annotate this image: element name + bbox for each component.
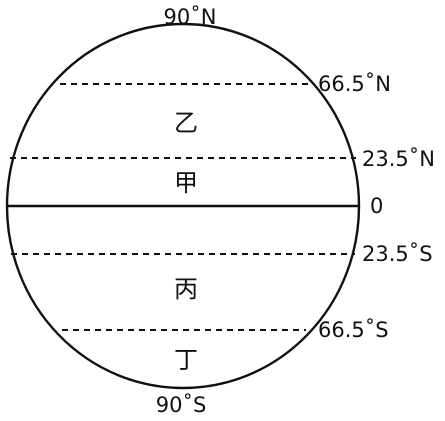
zone-label-yi: 乙 — [174, 109, 198, 137]
north-pole-label: 90˚N — [164, 5, 217, 29]
latitude-label-23-5-s: 23.5˚S — [362, 242, 433, 266]
zone-label-bing: 丙 — [174, 275, 198, 303]
latitude-label-66-5-n: 66.5˚N — [318, 72, 391, 96]
latitude-label-23-5-n: 23.5˚N — [362, 147, 435, 171]
south-pole-label: 90˚S — [156, 393, 207, 417]
zone-label-ding: 丁 — [174, 346, 198, 374]
zone-label-jia: 甲 — [174, 169, 198, 197]
latitude-label-equator: 0 — [370, 194, 383, 218]
latitude-label-66-5-s: 66.5˚S — [318, 318, 389, 342]
